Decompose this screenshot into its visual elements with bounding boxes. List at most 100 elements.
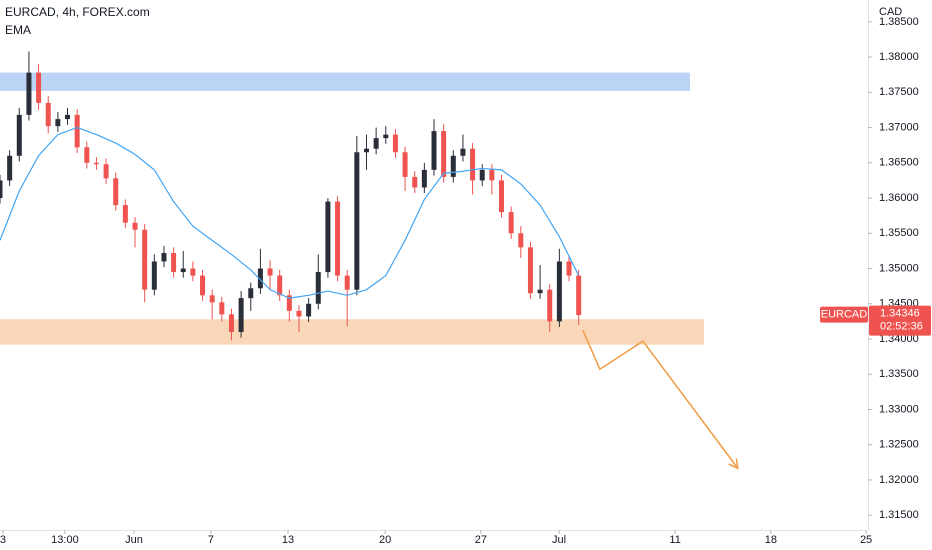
currency-label: CAD <box>879 6 902 18</box>
ema-line <box>0 126 580 299</box>
candle-body <box>489 169 495 181</box>
x-tick-label: Jun <box>125 534 143 546</box>
x-tick-label: 11 <box>669 534 680 546</box>
x-tick-label: 18 <box>765 534 777 546</box>
candle-body <box>325 201 331 273</box>
candle-body <box>36 72 42 103</box>
candle-body <box>402 152 408 177</box>
candle-body <box>518 233 524 248</box>
candle-body <box>180 268 186 273</box>
candle-body <box>200 275 206 296</box>
x-tick-label: 3 <box>0 534 6 546</box>
candle-body <box>238 298 244 332</box>
candle-body <box>537 289 543 294</box>
candle-body <box>344 275 350 290</box>
indicator-label: EMA <box>5 23 31 37</box>
chart-title: EURCAD, 4h, FOREX.com <box>5 5 150 19</box>
candle-body <box>74 114 80 148</box>
candle-body <box>576 275 582 316</box>
y-tick-label: 1.36000 <box>879 192 919 204</box>
candle-body <box>161 253 167 262</box>
y-tick-label: 1.37000 <box>879 121 919 133</box>
candle-body <box>450 155 456 177</box>
zone <box>0 319 705 345</box>
candle-body <box>383 134 389 139</box>
candle-body <box>441 131 447 177</box>
candle-body <box>566 261 572 276</box>
candle-body <box>0 180 3 199</box>
candle-body <box>257 268 263 289</box>
candle-body <box>547 289 553 322</box>
candle-body <box>363 148 369 153</box>
candle-body <box>55 119 61 127</box>
arrow-head <box>728 458 739 470</box>
projection-arrow <box>582 329 739 469</box>
candle-body <box>209 295 215 303</box>
candle-body <box>479 169 485 181</box>
price-box <box>869 305 931 336</box>
y-tick-label: 1.35000 <box>879 262 919 274</box>
candle-body <box>499 180 505 213</box>
y-tick-label: 1.38000 <box>879 51 919 63</box>
y-tick-label: 1.33500 <box>879 368 919 380</box>
price-label: 1.34346 <box>880 308 920 320</box>
y-tick-label: 1.37500 <box>879 86 919 98</box>
candle-body <box>190 268 196 276</box>
candle-body <box>267 268 273 276</box>
candle-body <box>335 201 341 276</box>
candle-body <box>556 261 562 322</box>
candle-body <box>142 229 148 290</box>
candle-body <box>470 148 476 181</box>
candle-body <box>16 114 22 156</box>
x-tick-label: 13 <box>282 534 294 546</box>
candle-body <box>392 134 398 153</box>
y-tick-label: 1.32500 <box>879 439 919 451</box>
y-tick-label: 1.31500 <box>879 509 919 521</box>
candle-body <box>45 102 51 127</box>
candle-body <box>460 148 466 156</box>
candle-body <box>248 288 254 299</box>
y-tick-label: 1.35500 <box>879 227 919 239</box>
candle-body <box>412 176 418 188</box>
candle-body <box>26 72 32 115</box>
candle-body <box>122 205 128 223</box>
candle-body <box>93 162 99 165</box>
candle-body <box>228 314 234 332</box>
x-tick-label: 27 <box>475 534 487 546</box>
candle-body <box>7 155 13 181</box>
symbol-label: EURCAD <box>821 309 868 321</box>
candle-body <box>113 178 119 206</box>
y-tick-label: 1.32000 <box>879 474 919 486</box>
candle-body <box>315 272 321 304</box>
candle-body <box>527 247 533 294</box>
y-tick-label: 1.33000 <box>879 403 919 415</box>
candle-body <box>354 152 360 290</box>
x-tick-label: 13:00 <box>51 534 79 546</box>
candle-body <box>508 212 514 234</box>
candle-body <box>219 302 225 315</box>
zone <box>0 72 690 91</box>
x-tick-label: 20 <box>379 534 391 546</box>
candle-body <box>84 147 90 163</box>
candle-body <box>277 275 283 296</box>
candle-body <box>171 253 177 273</box>
x-tick-label: Jul <box>552 534 566 546</box>
countdown-label: 02:52:36 <box>880 321 923 333</box>
x-tick-label: 25 <box>860 534 872 546</box>
candle-body <box>151 261 157 290</box>
y-tick-label: 1.36500 <box>879 157 919 169</box>
candle-body <box>296 310 302 317</box>
y-tick-label: 1.38500 <box>879 16 919 28</box>
plot <box>0 51 739 470</box>
candle-body <box>65 114 71 120</box>
candle-body <box>103 164 109 179</box>
candle-body <box>132 222 138 230</box>
candle-body <box>373 138 379 149</box>
candle-body <box>421 169 427 188</box>
x-tick-label: 7 <box>208 534 214 546</box>
symbol-box <box>820 306 868 323</box>
candle-body <box>431 131 437 170</box>
candle-body <box>286 295 292 311</box>
y-tick-label: 1.34000 <box>879 333 919 345</box>
